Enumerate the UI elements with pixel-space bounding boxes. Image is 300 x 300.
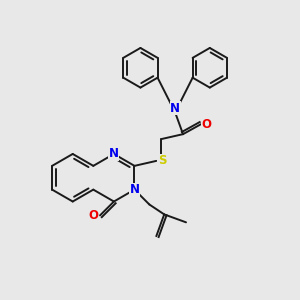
Text: N: N [130, 183, 140, 196]
Text: O: O [88, 209, 98, 222]
Text: O: O [202, 118, 212, 131]
Text: N: N [170, 102, 180, 115]
Text: N: N [109, 148, 119, 160]
Text: S: S [158, 154, 166, 167]
